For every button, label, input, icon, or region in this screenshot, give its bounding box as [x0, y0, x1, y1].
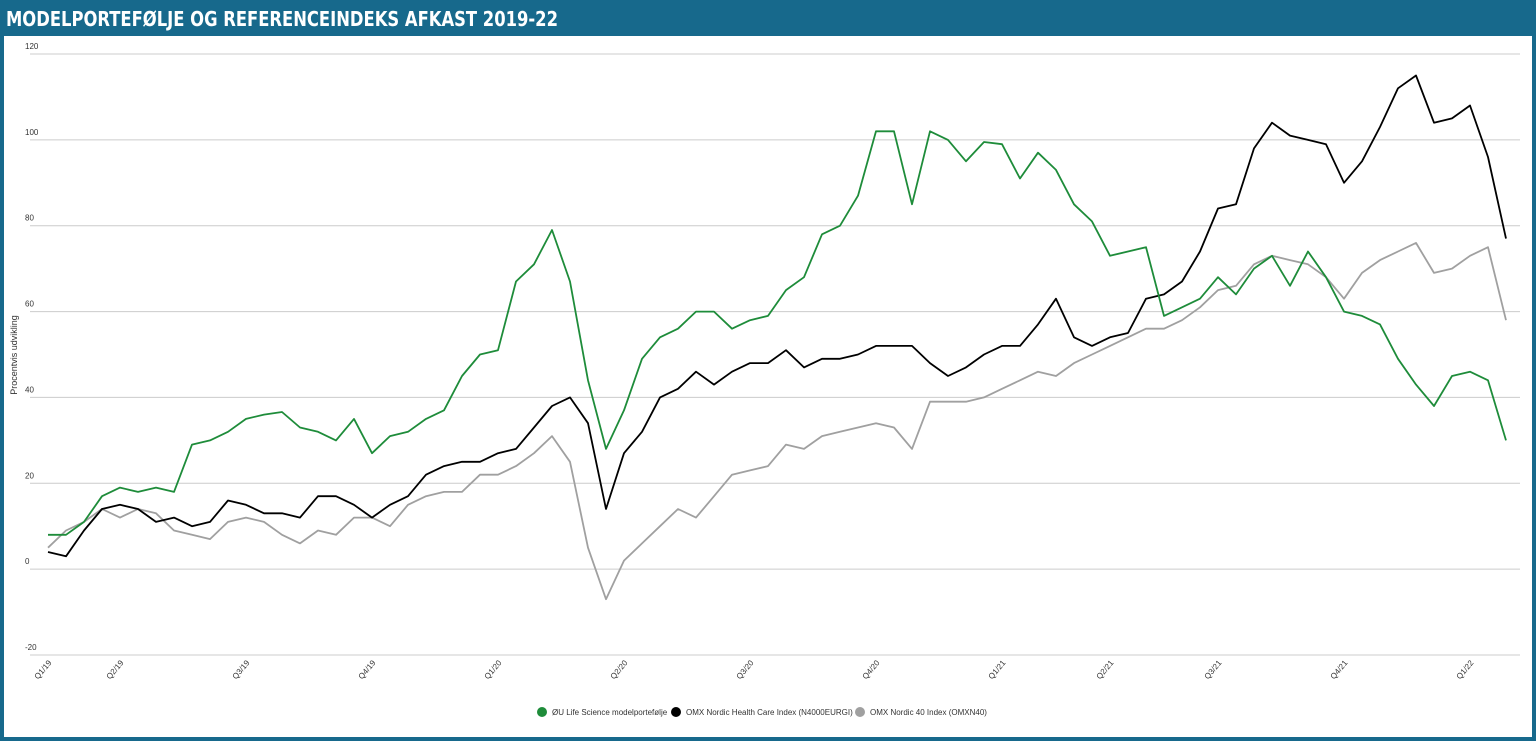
y-tick-label: 20 [25, 471, 34, 480]
y-tick-label: 80 [25, 214, 34, 223]
y-tick-label: 0 [25, 557, 30, 566]
legend-label: OMX Nordic 40 Index (OMXN40) [870, 708, 987, 717]
legend-label: ØU Life Science modelportefølje [552, 708, 668, 717]
y-tick-label: 60 [25, 300, 34, 309]
legend-marker [671, 707, 681, 717]
y-tick-label: 120 [25, 42, 39, 51]
line [47, 74, 1507, 558]
line [48, 130, 1507, 536]
title-bar [2, 2, 1534, 36]
line [47, 242, 1507, 601]
legend-marker [537, 707, 547, 717]
legend-label: OMX Nordic Health Care Index (N4000EURGI… [686, 708, 853, 717]
chart-title: MODELPORTEFØLJE OG REFERENCEINDEKS AFKAS… [6, 9, 558, 32]
y-tick-label: 40 [25, 385, 34, 394]
y-tick-label: -20 [25, 643, 37, 652]
y-tick-label: 100 [25, 128, 39, 137]
legend-marker [855, 707, 865, 717]
y-axis-label: Procentvis udvikling [9, 315, 19, 395]
